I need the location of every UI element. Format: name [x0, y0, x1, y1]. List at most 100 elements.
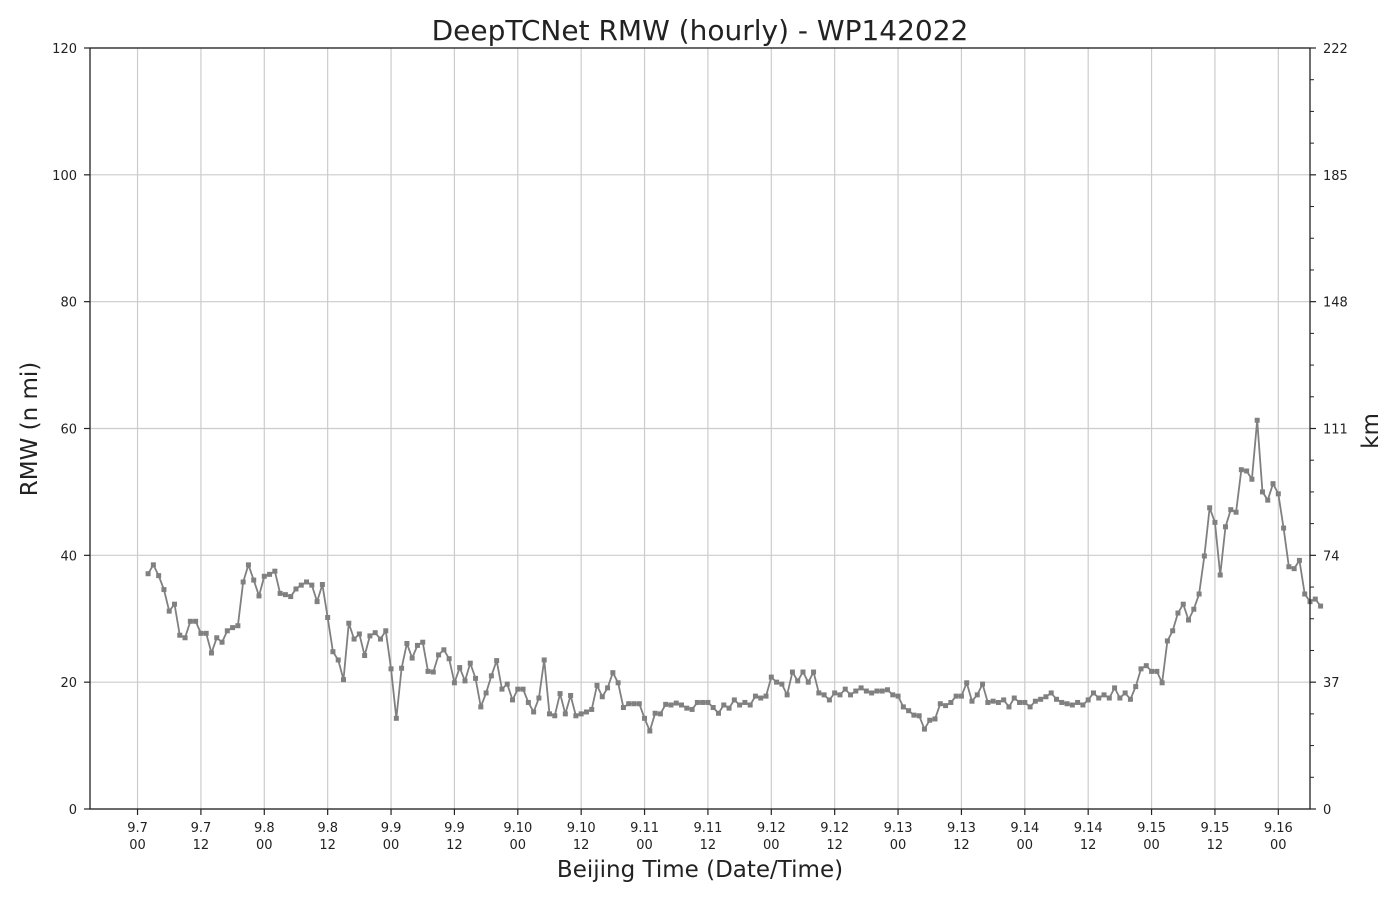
data-point: [858, 685, 864, 691]
data-point: [1186, 617, 1192, 623]
data-point: [1281, 525, 1287, 531]
y-axis-title: RMW (n mi): [17, 362, 43, 497]
data-point: [240, 579, 246, 585]
data-point: [980, 681, 986, 687]
x-tick-time-label: 00: [763, 838, 780, 853]
data-point: [1080, 702, 1086, 708]
data-point: [657, 711, 663, 717]
x-tick-time-label: 12: [319, 838, 336, 853]
data-point: [647, 728, 653, 734]
data-point: [362, 653, 368, 659]
data-point: [372, 630, 378, 636]
data-point: [911, 712, 917, 718]
y-tick-label: 0: [69, 803, 77, 818]
data-point: [552, 713, 558, 719]
x-tick-time-label: 00: [636, 838, 653, 853]
data-point: [1159, 680, 1165, 686]
data-point: [900, 704, 906, 710]
data-point: [1143, 663, 1149, 669]
data-point: [943, 703, 949, 709]
data-point: [779, 681, 785, 687]
data-point: [694, 699, 700, 705]
data-point: [895, 693, 901, 699]
chart-title: DeepTCNet RMW (hourly) - WP142022: [432, 14, 969, 47]
x-tick-date-label: 9.8: [317, 821, 338, 836]
data-point: [314, 599, 320, 605]
y-tick-label: 80: [60, 296, 77, 311]
data-point: [166, 608, 172, 614]
data-point: [531, 709, 537, 715]
data-point: [668, 702, 674, 708]
data-point: [1085, 697, 1091, 703]
data-point: [568, 692, 574, 698]
data-point: [737, 702, 743, 708]
data-point: [705, 699, 711, 705]
data-point: [1127, 696, 1133, 702]
data-point: [1133, 684, 1139, 690]
data-point: [562, 711, 568, 717]
data-point: [235, 623, 241, 629]
x-tick-date-label: 9.7: [191, 821, 212, 836]
data-point: [1053, 696, 1059, 702]
data-point: [150, 562, 156, 568]
data-point: [557, 691, 563, 697]
data-point: [863, 688, 869, 694]
data-point: [906, 708, 912, 714]
data-point: [414, 642, 420, 648]
data-point: [488, 673, 494, 679]
data-point: [1180, 601, 1186, 607]
x-axis-title: Beijing Time (Date/Time): [557, 857, 843, 883]
data-point: [700, 699, 706, 705]
data-point: [208, 650, 214, 656]
data-point: [869, 690, 875, 696]
y-tick-label: 20: [60, 676, 77, 691]
y2-tick-label: 37: [1323, 676, 1340, 691]
data-point: [393, 715, 399, 721]
data-point: [1154, 668, 1160, 674]
data-point: [467, 660, 473, 666]
data-point: [1164, 638, 1170, 644]
data-point: [409, 655, 415, 661]
x-tick-date-label: 9.9: [381, 821, 402, 836]
x-tick-date-label: 9.11: [630, 821, 659, 836]
x-tick-time-label: 12: [826, 838, 843, 853]
data-point: [277, 590, 283, 596]
data-point: [441, 647, 447, 653]
data-point: [1244, 468, 1250, 474]
data-point: [525, 699, 531, 705]
data-point: [499, 686, 505, 692]
x-tick-date-label: 9.10: [503, 821, 532, 836]
data-point: [689, 706, 695, 712]
data-point: [446, 656, 452, 662]
data-point: [620, 705, 626, 711]
x-tick-time-label: 00: [383, 838, 400, 853]
data-point: [193, 618, 199, 624]
data-point: [399, 665, 405, 671]
data-point: [430, 669, 436, 675]
data-point: [758, 695, 764, 701]
series-layer: [145, 417, 1324, 734]
data-point: [1238, 467, 1244, 473]
data-point: [1291, 566, 1297, 572]
data-point: [1275, 491, 1281, 497]
data-point: [1254, 417, 1260, 423]
data-point: [578, 711, 584, 717]
data-point: [631, 701, 637, 707]
y2-tick-label: 222: [1323, 42, 1348, 57]
data-point: [546, 711, 552, 717]
data-point: [478, 704, 484, 710]
data-point: [288, 594, 294, 600]
x-tick-date-label: 9.15: [1200, 821, 1229, 836]
data-point: [203, 630, 209, 636]
y2-tick-label: 111: [1323, 423, 1348, 438]
data-point: [811, 669, 817, 675]
data-point: [816, 690, 822, 696]
data-point: [1318, 603, 1324, 609]
x-tick-date-label: 9.13: [947, 821, 976, 836]
data-point: [837, 692, 843, 698]
data-point: [927, 717, 933, 723]
y-tick-label: 120: [52, 42, 77, 57]
data-point: [1138, 666, 1144, 672]
data-point: [1149, 668, 1155, 674]
data-point: [589, 706, 595, 712]
